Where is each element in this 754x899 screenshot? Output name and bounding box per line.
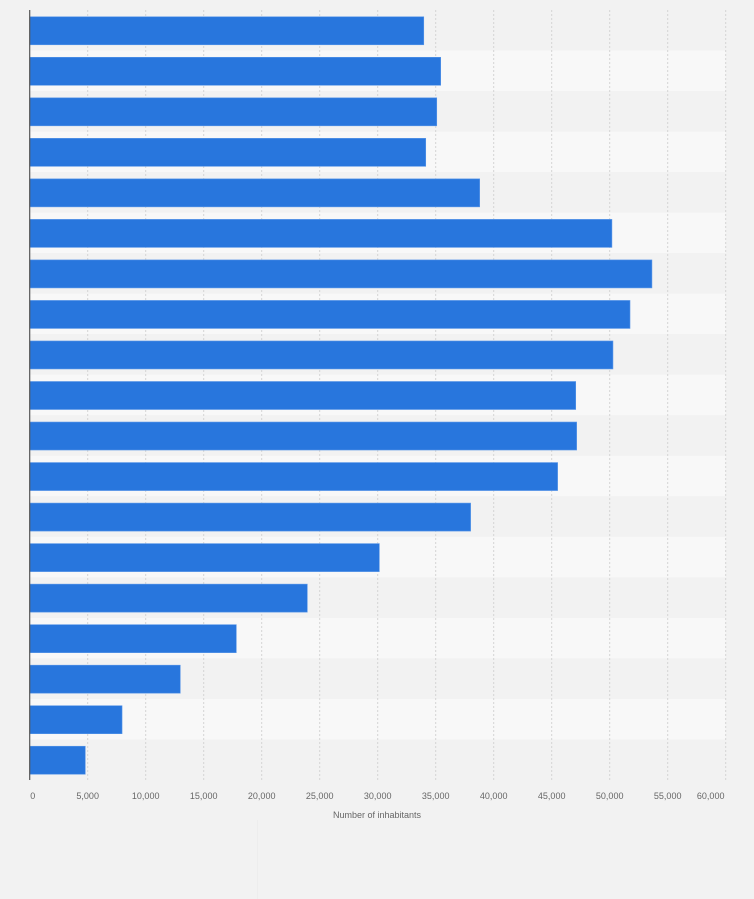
x-tick-label: 0: [30, 791, 35, 801]
bar[interactable]: [29, 421, 577, 451]
bar[interactable]: [29, 97, 438, 127]
x-tick-label: 5,000: [76, 791, 99, 801]
bar[interactable]: [29, 462, 558, 491]
x-tick-label: 15,000: [190, 791, 218, 801]
bar[interactable]: [29, 178, 480, 208]
bars: [29, 16, 653, 775]
x-tick-labels: 0 5,000 10,000 15,000 20,000 25,000 30,000 35,0…: [30, 791, 724, 801]
x-tick-label: 10,000: [132, 791, 160, 801]
bar[interactable]: [29, 259, 653, 289]
x-tick-label: 55,000: [654, 791, 682, 801]
bar[interactable]: [29, 502, 471, 532]
bar[interactable]: [29, 219, 613, 248]
bar[interactable]: [29, 745, 86, 775]
bar[interactable]: [29, 705, 123, 735]
bar[interactable]: [29, 340, 614, 370]
x-tick-label: 20,000: [248, 791, 276, 801]
bar[interactable]: [29, 138, 427, 167]
bar[interactable]: [29, 624, 237, 653]
bar[interactable]: [29, 664, 181, 694]
x-tick-label: 45,000: [538, 791, 566, 801]
x-tick-label: 25,000: [306, 791, 334, 801]
bar[interactable]: [29, 381, 577, 410]
bar[interactable]: [29, 583, 308, 613]
bar[interactable]: [29, 56, 441, 86]
bar[interactable]: [29, 300, 631, 329]
bar[interactable]: [29, 543, 380, 572]
x-tick-label: 35,000: [422, 791, 450, 801]
footer-divider: [257, 820, 258, 899]
x-tick-label: 40,000: [480, 791, 508, 801]
x-tick-label: 60,000: [697, 791, 725, 801]
x-tick-label: 50,000: [596, 791, 624, 801]
x-tick-label: 30,000: [364, 791, 392, 801]
bar[interactable]: [29, 16, 425, 46]
x-axis-title: Number of inhabitants: [333, 810, 422, 820]
